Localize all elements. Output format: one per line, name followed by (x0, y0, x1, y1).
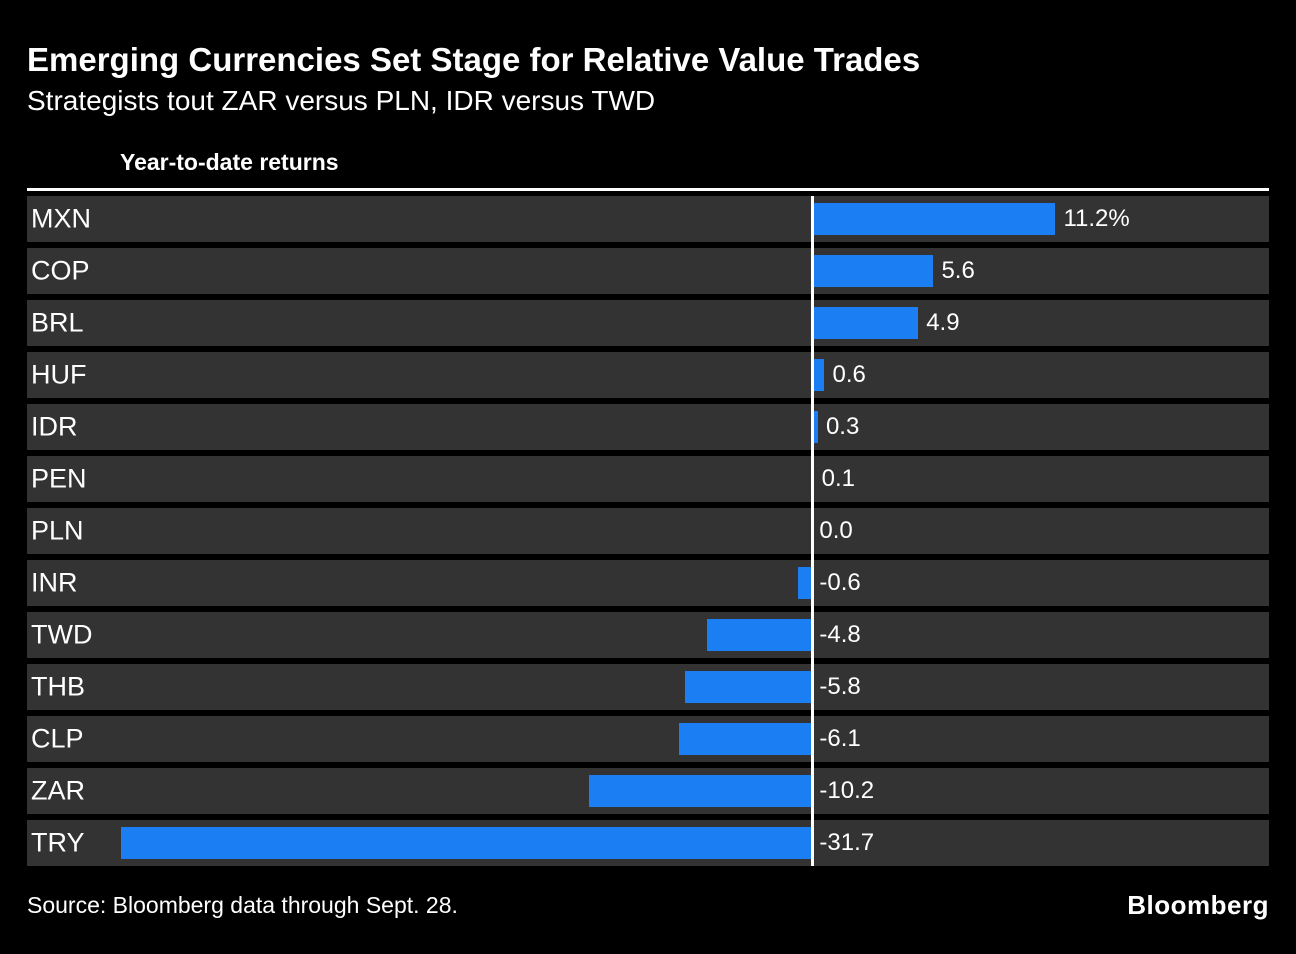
chart-top-rule (27, 188, 1269, 192)
value-label: -6.1 (819, 725, 861, 753)
value-label: -5.8 (819, 673, 861, 701)
value-bar (685, 671, 812, 704)
category-label: CLP (31, 723, 84, 754)
category-label: COP (31, 255, 90, 286)
bar-row: PEN 0.1 (27, 456, 1269, 503)
value-label: 11.2% (1063, 205, 1130, 233)
chart-footer: Source: Bloomberg data through Sept. 28.… (27, 890, 1269, 921)
value-bar (811, 203, 1056, 236)
value-label: 0.0 (819, 517, 853, 545)
value-label: -31.7 (819, 829, 875, 857)
value-label: 0.3 (825, 413, 860, 441)
bar-row: PLN 0.0 (27, 508, 1269, 555)
value-label: -10.2 (819, 777, 875, 805)
value-label: -0.6 (819, 569, 861, 597)
value-label: 4.9 (926, 309, 960, 337)
bar-row: MXN 11.2% (27, 196, 1269, 243)
value-bar (811, 359, 825, 392)
value-label: 0.6 (832, 361, 866, 389)
bar-row: THB -5.8 (27, 664, 1269, 711)
bar-row: INR -0.6 (27, 560, 1269, 607)
value-bar (589, 775, 812, 808)
category-label: TRY (31, 827, 85, 858)
value-bar (811, 411, 818, 444)
bar-row: CLP -6.1 (27, 716, 1269, 763)
chart-subtitle: Strategists tout ZAR versus PLN, IDR ver… (27, 85, 656, 117)
bar-row: ZAR -10.2 (27, 768, 1269, 815)
bloomberg-logo: Bloomberg (1127, 890, 1269, 921)
bar-chart: MXN 11.2% COP 5.6 BRL 4.9 HUF 0.6 IDR 0.3 PEN 0.1 PL… (27, 196, 1269, 867)
value-bar (798, 567, 812, 600)
chart-title: Emerging Currencies Set Stage for Relati… (27, 41, 921, 78)
category-label: HUF (31, 359, 87, 390)
series-label: Year-to-date returns (120, 149, 339, 176)
bar-row: TWD -4.8 (27, 612, 1269, 659)
category-label: PLN (31, 515, 84, 546)
value-bar (120, 827, 812, 860)
bar-row: IDR 0.3 (27, 404, 1269, 451)
source-note: Source: Bloomberg data through Sept. 28. (27, 892, 458, 919)
zero-axis-line (811, 196, 815, 867)
bar-row: BRL 4.9 (27, 300, 1269, 347)
value-bar (678, 723, 812, 756)
bar-row: COP 5.6 (27, 248, 1269, 295)
value-label: 0.1 (821, 465, 855, 493)
category-label: IDR (31, 411, 78, 442)
bar-row: HUF 0.6 (27, 352, 1269, 399)
value-bar (706, 619, 812, 652)
category-label: ZAR (31, 775, 85, 806)
value-bar (811, 307, 919, 340)
category-label: BRL (31, 307, 84, 338)
category-label: THB (31, 671, 85, 702)
category-label: INR (31, 567, 78, 598)
category-label: MXN (31, 203, 91, 234)
value-label: -4.8 (819, 621, 861, 649)
value-bar (811, 255, 934, 288)
bar-row: TRY -31.7 (27, 820, 1269, 867)
category-label: PEN (31, 463, 87, 494)
value-label: 5.6 (941, 257, 975, 285)
category-label: TWD (31, 619, 93, 650)
